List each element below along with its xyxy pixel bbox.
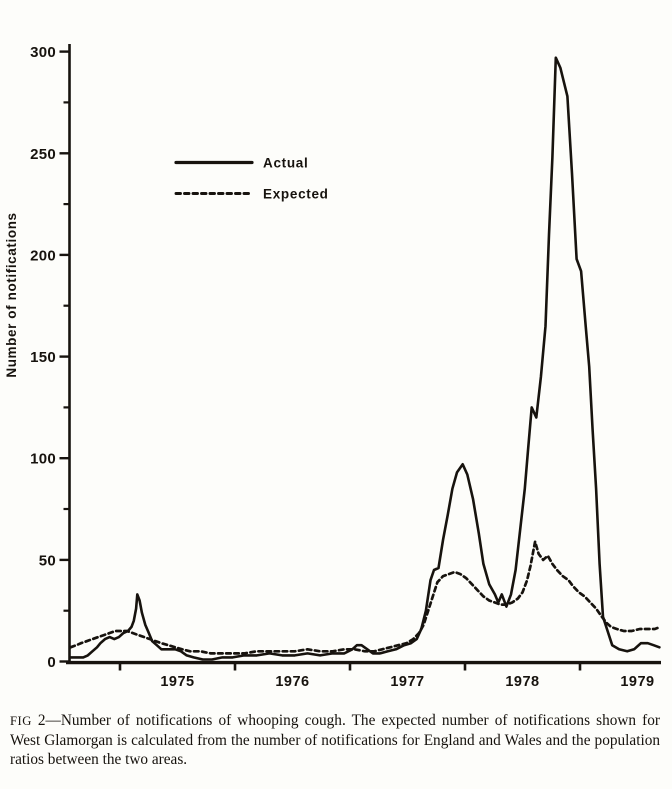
- x-year-label: 1979: [620, 674, 654, 690]
- y-tick-label: 200: [30, 247, 56, 264]
- legend-expected-label: Expected: [263, 187, 329, 202]
- legend-actual-label: Actual: [263, 156, 308, 171]
- series-lines: [69, 56, 662, 661]
- x-year-label: 1976: [275, 674, 309, 690]
- y-axis-title: Number of notifications: [4, 212, 19, 377]
- y-tick-label: 250: [30, 146, 56, 163]
- y-tick-label: 300: [30, 44, 56, 61]
- x-axis-year-labels: 1975 1976 1977 1978 1979: [160, 674, 654, 690]
- y-tick-label: 0: [47, 654, 56, 671]
- figure-caption-label: FIG: [10, 714, 32, 728]
- x-year-label: 1978: [505, 674, 539, 690]
- figure-caption: FIG 2—Number of notifications of whoopin…: [10, 711, 660, 770]
- y-tick-label: 100: [30, 451, 56, 468]
- y-tick-label: 150: [30, 349, 56, 366]
- y-axis-ticks: [59, 50, 69, 663]
- actual-series-line: [69, 56, 661, 661]
- x-axis-ticks: [118, 663, 582, 671]
- legend: Actual Expected: [174, 156, 329, 202]
- y-axis-tick-labels: 0 50 100 150 200 250 300: [30, 44, 56, 671]
- y-tick-label: 50: [39, 552, 56, 569]
- figure-caption-number: 2: [31, 712, 46, 729]
- figure-caption-body: —Number of notifications of whooping cou…: [10, 712, 660, 769]
- x-year-label: 1977: [390, 674, 424, 690]
- expected-series-line: [69, 540, 662, 655]
- x-year-label: 1975: [160, 674, 194, 690]
